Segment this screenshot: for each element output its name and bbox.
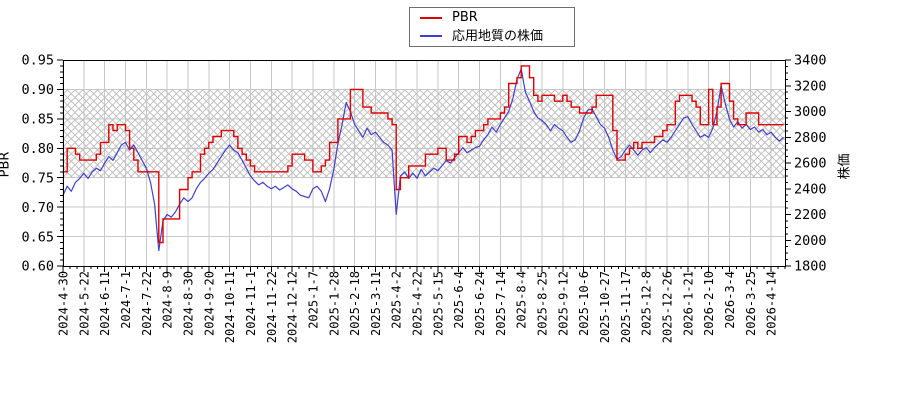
y-tick-label-right: 2600 bbox=[794, 156, 827, 172]
x-tick-label: 2025-1-28 bbox=[327, 271, 341, 336]
x-tick-label: 2026-3-4 bbox=[723, 271, 737, 329]
hatch-band bbox=[63, 89, 785, 178]
x-tick-label: 2025-6-4 bbox=[452, 271, 466, 329]
y-tick-label-right: 2200 bbox=[794, 207, 827, 223]
x-tick-label: 2024-5-22 bbox=[77, 271, 91, 336]
left-axis-title: PBR bbox=[0, 151, 13, 178]
x-tick-label: 2025-1-7 bbox=[306, 271, 320, 329]
y-tick-label-left: 0.90 bbox=[21, 82, 54, 98]
y-tick-label-left: 0.70 bbox=[21, 200, 54, 216]
legend-label-pbr: PBR bbox=[452, 10, 478, 26]
pbr-line bbox=[63, 65, 784, 244]
y-tick-label-right: 1800 bbox=[794, 259, 827, 275]
x-tick-label: 2025-11-17 bbox=[619, 271, 633, 343]
y-tick-label-right: 3400 bbox=[794, 53, 827, 69]
pbr-line-swatch bbox=[420, 16, 442, 19]
legend-item-pbr: PBR bbox=[410, 9, 574, 27]
x-tick-label: 2024-6-11 bbox=[98, 271, 112, 336]
x-tick-label: 2025-4-22 bbox=[411, 271, 425, 336]
x-tick-label: 2026-2-10 bbox=[702, 271, 716, 336]
y-tick-label-left: 0.95 bbox=[21, 53, 54, 69]
legend-label-price: 応用地質の株価 bbox=[452, 28, 544, 44]
x-tick-label: 2025-5-15 bbox=[431, 271, 445, 336]
x-tick-label: 2025-8-25 bbox=[536, 271, 550, 336]
price-line bbox=[62, 68, 785, 252]
price-line-swatch bbox=[420, 35, 442, 38]
x-tick-label: 2024-8-9 bbox=[161, 271, 175, 329]
x-tick-label: 2025-3-11 bbox=[369, 271, 383, 336]
x-tick-label: 2024-8-30 bbox=[181, 271, 195, 336]
x-tick-label: 2024-7-1 bbox=[119, 271, 133, 329]
x-tick-label: 2024-12-12 bbox=[286, 271, 300, 343]
x-tick-label: 2025-8-4 bbox=[515, 271, 529, 329]
x-tick-label: 2025-10-27 bbox=[598, 271, 612, 343]
x-tick-label: 2025-6-24 bbox=[473, 271, 487, 336]
x-tick-label: 2026-3-25 bbox=[744, 271, 758, 336]
legend-item-price: 応用地質の株価 bbox=[410, 27, 574, 45]
x-tick-label: 2025-12-8 bbox=[640, 271, 654, 336]
x-tick-label: 2025-7-14 bbox=[494, 271, 508, 336]
x-tick-label: 2026-1-21 bbox=[681, 271, 695, 336]
x-tick-label: 2024-9-20 bbox=[202, 271, 216, 336]
y-tick-label-left: 0.85 bbox=[21, 112, 54, 128]
x-tick-label: 2024-4-30 bbox=[57, 271, 71, 336]
y-tick-label-left: 0.65 bbox=[21, 229, 54, 245]
legend-box: PBR 応用地質の株価 bbox=[409, 7, 575, 47]
y-tick-label-left: 0.80 bbox=[21, 141, 54, 157]
y-tick-label-left: 0.60 bbox=[21, 259, 54, 275]
y-tick-label-right: 2000 bbox=[794, 233, 827, 249]
y-tick-label-left: 0.75 bbox=[21, 170, 54, 186]
y-tick-label-right: 2400 bbox=[794, 181, 827, 197]
x-tick-label: 2025-2-18 bbox=[348, 271, 362, 336]
y-tick-label-right: 3000 bbox=[794, 104, 827, 120]
right-axis-title: 株価 bbox=[837, 153, 853, 180]
x-tick-label: 2026-4-14 bbox=[765, 271, 779, 336]
y-tick-label-right: 2800 bbox=[794, 130, 827, 146]
x-tick-label: 2025-4-2 bbox=[390, 271, 404, 329]
x-tick-label: 2024-7-22 bbox=[140, 271, 154, 336]
x-tick-label: 2025-10-6 bbox=[577, 271, 591, 336]
y-tick-label-right: 3200 bbox=[794, 78, 827, 94]
x-tick-label: 2024-10-11 bbox=[223, 271, 237, 343]
x-tick-label: 2024-11-22 bbox=[265, 271, 279, 343]
x-tick-label: 2025-9-12 bbox=[556, 271, 570, 336]
x-tick-label: 2025-12-26 bbox=[660, 271, 674, 343]
x-tick-label: 2024-11-1 bbox=[244, 271, 258, 336]
